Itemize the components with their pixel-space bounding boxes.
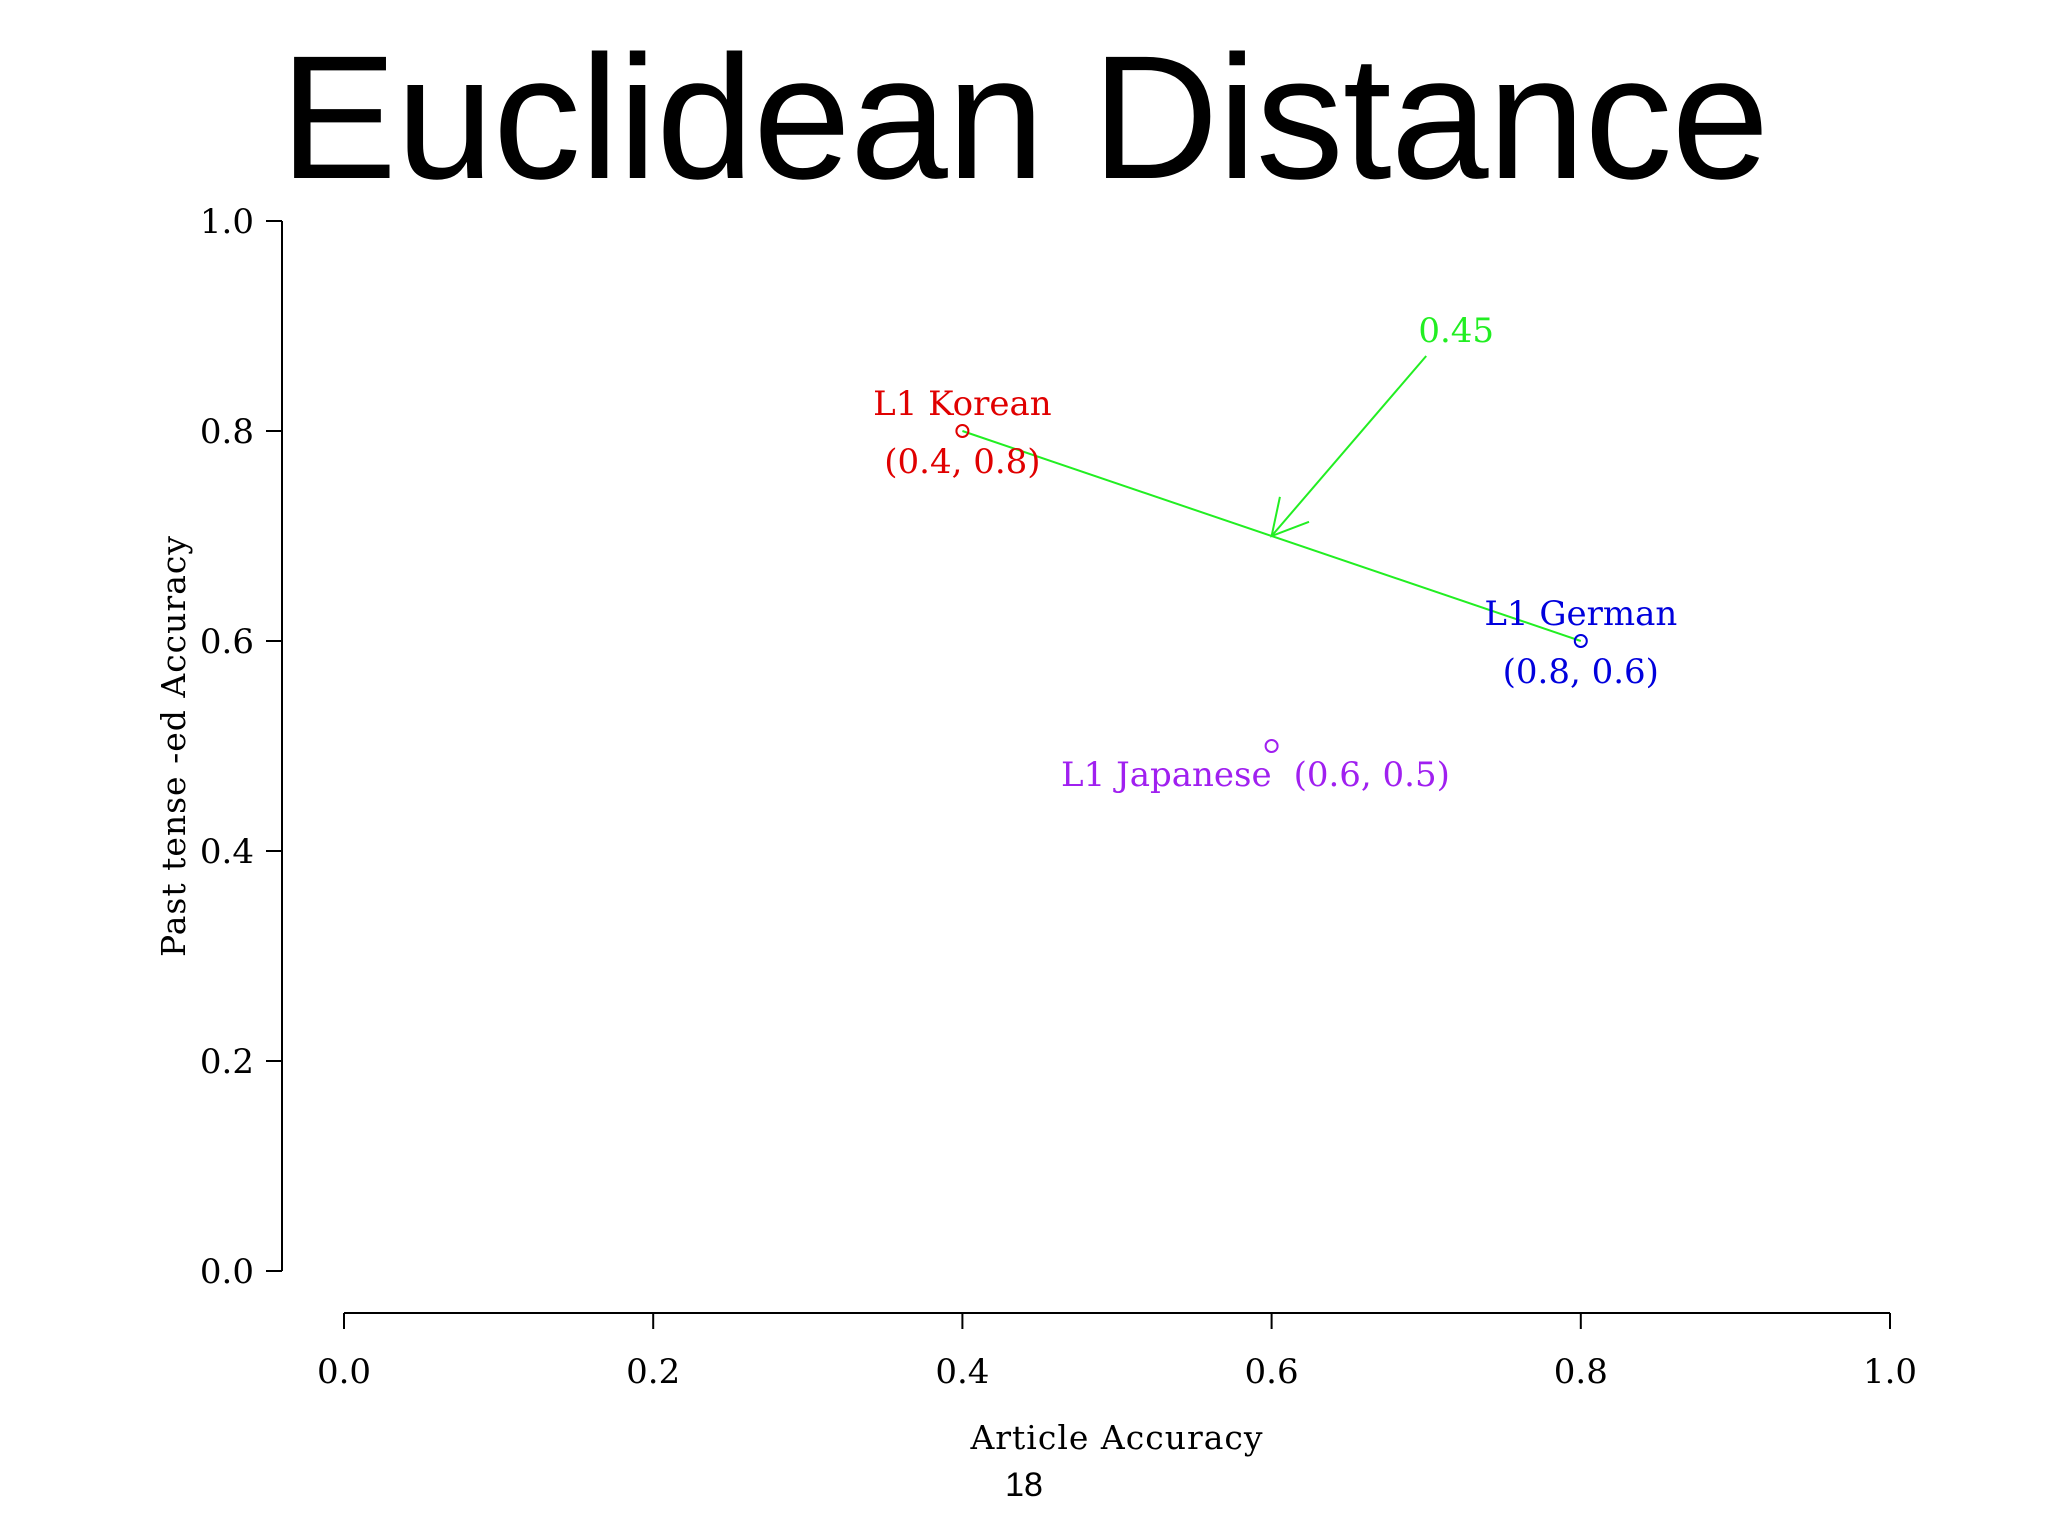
x-tick-label: 0.2 <box>626 1352 680 1392</box>
point-coord-label: (0.6, 0.5) <box>1294 755 1450 795</box>
point-coord-label: (0.8, 0.6) <box>1503 652 1659 692</box>
x-tick-label: 0.6 <box>1245 1352 1299 1392</box>
point-name-label: L1 Korean <box>873 384 1052 424</box>
slide-title: Euclidean Distance <box>279 20 1770 216</box>
point-coord-label: (0.4, 0.8) <box>884 442 1040 482</box>
x-tick-label: 0.0 <box>317 1352 371 1392</box>
data-point <box>1573 634 1588 648</box>
point-name-label: L1 German <box>1484 594 1677 634</box>
y-tick-label: 1.0 <box>200 202 254 242</box>
page-number: 18 <box>1005 1466 1043 1504</box>
y-tick-label: 0.8 <box>200 412 254 452</box>
y-tick-label: 0.0 <box>200 1252 254 1292</box>
x-tick-label: 1.0 <box>1863 1352 1917 1392</box>
y-tick-label: 0.2 <box>200 1042 254 1082</box>
point-name-label: L1 Japanese <box>1061 755 1272 795</box>
data-point <box>1264 739 1279 753</box>
x-tick-label: 0.4 <box>935 1352 989 1392</box>
y-tick-label: 0.6 <box>200 622 254 662</box>
distance-label: 0.45 <box>1418 311 1494 351</box>
x-tick-label: 0.8 <box>1554 1352 1608 1392</box>
y-axis-title: Past tense -ed Accuracy <box>154 535 193 957</box>
distance-arrow-shaft <box>1270 355 1427 537</box>
x-axis-title: Article Accuracy <box>969 1418 1263 1457</box>
data-point <box>955 424 970 438</box>
y-tick-label: 0.4 <box>200 832 254 872</box>
distance-arrow-head <box>1270 496 1310 538</box>
